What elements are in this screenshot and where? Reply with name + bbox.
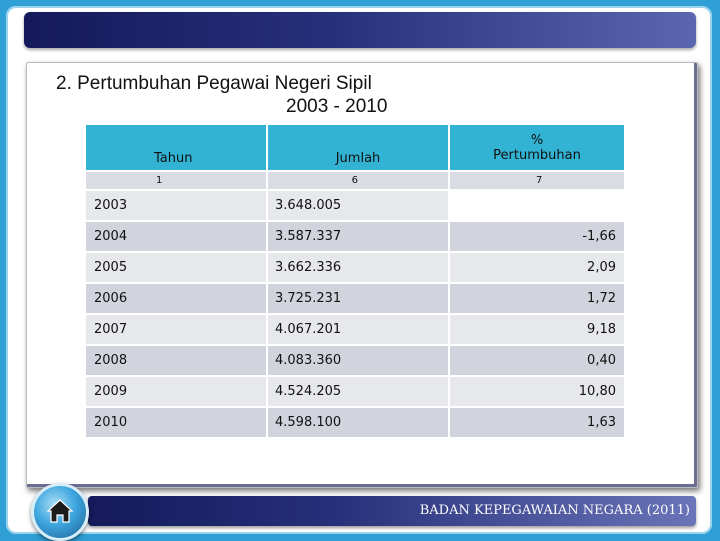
title-line-2: 2003 - 2010	[286, 96, 388, 117]
cell-jumlah: 3.587.337	[268, 222, 448, 251]
table-header-row: Tahun Jumlah % Pertumbuhan	[86, 125, 624, 170]
cell-year: 2010	[86, 408, 266, 437]
header-tahun: Tahun	[86, 125, 266, 170]
table-row: 2009 4.524.205 10,80	[86, 377, 624, 406]
cell-year: 2006	[86, 284, 266, 313]
table-row: 2007 4.067.201 9,18	[86, 315, 624, 344]
cell-pct: -1,66	[450, 222, 624, 251]
colnum-3: 7	[450, 172, 624, 189]
header-pct-symbol: %	[530, 132, 544, 148]
cell-jumlah: 4.067.201	[268, 315, 448, 344]
cell-year: 2004	[86, 222, 266, 251]
table-row: 2006 3.725.231 1,72	[86, 284, 624, 313]
footer-bar: BADAN KEPEGAWAIAN NEGARA (2011)	[88, 496, 696, 526]
header-pertumbuhan: % Pertumbuhan	[450, 125, 624, 170]
footer-text: BADAN KEPEGAWAIAN NEGARA (2011)	[419, 503, 690, 518]
cell-pct: 1,72	[450, 284, 624, 313]
cell-year: 2008	[86, 346, 266, 375]
cell-pct: 0,40	[450, 346, 624, 375]
table-row: 2010 4.598.100 1,63	[86, 408, 624, 437]
cell-pct	[450, 191, 624, 220]
page-title: 2. Pertumbuhan Pegawai Negeri Sipil 2003…	[56, 72, 387, 118]
header-pct-label: Pertumbuhan	[493, 147, 581, 163]
cell-jumlah: 4.524.205	[268, 377, 448, 406]
cell-year: 2005	[86, 253, 266, 282]
table-row: 2004 3.587.337 -1,66	[86, 222, 624, 251]
colnum-1: 1	[86, 172, 266, 189]
title-line-1: 2. Pertumbuhan Pegawai Negeri Sipil	[56, 73, 372, 94]
cell-jumlah: 4.083.360	[268, 346, 448, 375]
cell-pct: 9,18	[450, 315, 624, 344]
cell-pct: 2,09	[450, 253, 624, 282]
cell-year: 2007	[86, 315, 266, 344]
colnum-2: 6	[268, 172, 448, 189]
cell-jumlah: 3.648.005	[268, 191, 448, 220]
table-row: 2003 3.648.005	[86, 191, 624, 220]
growth-table: Tahun Jumlah % Pertumbuhan 1 6 7 2003 3.…	[84, 123, 626, 439]
column-number-row: 1 6 7	[86, 172, 624, 189]
home-icon	[46, 499, 74, 523]
cell-pct: 1,63	[450, 408, 624, 437]
cell-jumlah: 3.725.231	[268, 284, 448, 313]
cell-jumlah: 4.598.100	[268, 408, 448, 437]
table-row: 2008 4.083.360 0,40	[86, 346, 624, 375]
top-banner	[24, 12, 696, 48]
header-jumlah: Jumlah	[268, 125, 448, 170]
cell-year: 2009	[86, 377, 266, 406]
cell-year: 2003	[86, 191, 266, 220]
table-row: 2005 3.662.336 2,09	[86, 253, 624, 282]
cell-jumlah: 3.662.336	[268, 253, 448, 282]
home-button[interactable]	[31, 483, 89, 541]
cell-pct: 10,80	[450, 377, 624, 406]
